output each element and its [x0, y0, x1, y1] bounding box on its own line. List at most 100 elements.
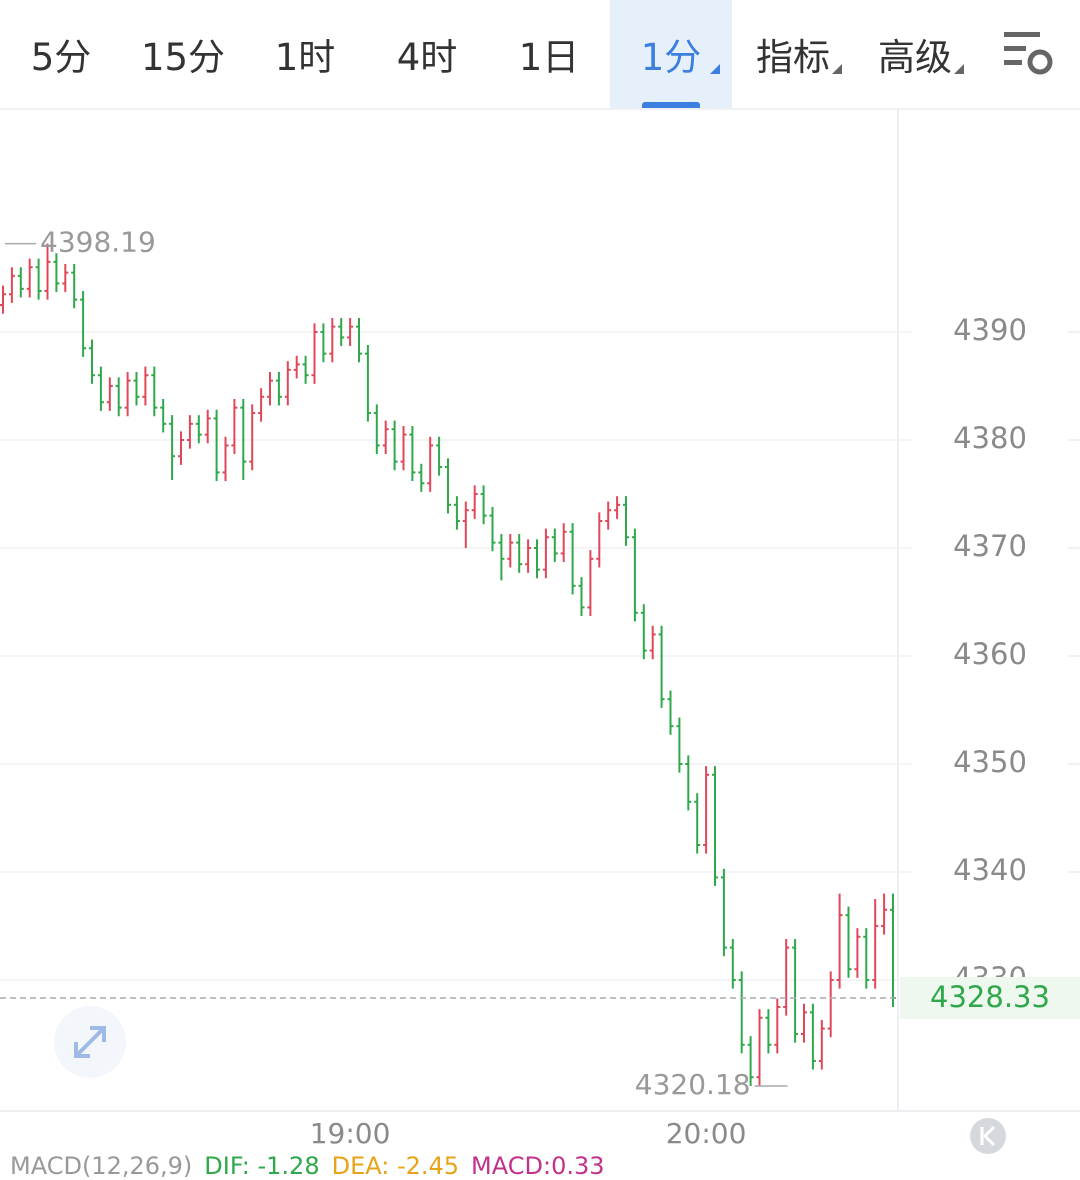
ohlc-bar — [685, 755, 692, 811]
x-tick-label: 20:00 — [666, 1117, 747, 1150]
ohlc-bar — [676, 717, 683, 773]
ohlc-bar — [525, 539, 532, 573]
y-tick-label: 4390 — [953, 313, 1027, 347]
ohlc-bar — [596, 512, 603, 568]
ohlc-bar — [418, 463, 425, 492]
ohlc-bar — [605, 501, 612, 530]
y-tick-label: 4370 — [953, 529, 1027, 563]
ohlc-bar — [890, 893, 896, 1007]
ohlc-bar — [284, 361, 291, 406]
timeframe-tab[interactable]: 1分 — [610, 0, 732, 108]
ohlc-bar — [614, 496, 621, 519]
ohlc-bar — [809, 1003, 816, 1070]
ohlc-bar — [542, 528, 549, 579]
ohlc-bar — [35, 258, 42, 300]
ohlc-bar — [471, 485, 478, 519]
settings-icon[interactable] — [998, 26, 1068, 86]
ohlc-bar — [391, 420, 398, 471]
ohlc-bar — [80, 290, 87, 357]
last-price-label: 4328.33 — [930, 980, 1050, 1014]
ohlc-bar — [827, 971, 834, 1038]
ohlc-bar — [8, 267, 15, 303]
ohlc-bar — [703, 766, 710, 854]
ohlc-bar — [89, 339, 95, 384]
ohlc-bar — [774, 998, 781, 1054]
grid: 4330434043504360437043804390 — [0, 313, 1080, 995]
ohlc-bar — [347, 317, 354, 347]
ohlc-bar — [427, 436, 434, 492]
min-label: 4320.18 — [635, 1068, 751, 1101]
ohlc-bar — [480, 485, 487, 525]
ohlc-bar — [631, 528, 638, 622]
ohlc-bar — [151, 366, 158, 417]
timeframe-tab[interactable]: 1时 — [274, 36, 336, 79]
ohlc-bar — [881, 893, 888, 935]
icon-gear — [1027, 49, 1053, 75]
rewind-bg — [970, 1118, 1006, 1154]
ohlc-bar — [649, 625, 656, 660]
timeframe-tab[interactable]: 指标 — [732, 0, 854, 108]
indicator-value: MACD:0.33 — [471, 1152, 605, 1180]
ohlc-bar — [356, 317, 362, 363]
ohlc-bar — [213, 409, 220, 482]
ohlc-bar — [178, 431, 184, 465]
ohlc-bar — [26, 258, 33, 298]
timeframe-tab[interactable]: 高级 — [854, 0, 976, 108]
ohlc-bar — [293, 355, 300, 379]
indicator-value: MACD(12,26,9) — [10, 1152, 193, 1180]
ohlc-bar — [53, 253, 60, 293]
ohlc-bar — [818, 1019, 825, 1070]
ohlc-bar — [17, 267, 24, 298]
ohlc-bar — [231, 398, 238, 455]
ohlc-bar — [186, 415, 193, 449]
ohlc-bar — [62, 263, 69, 293]
timeframe-tab[interactable]: 1日 — [518, 36, 580, 79]
ohlc-bar — [400, 425, 407, 471]
expand-icon — [74, 1026, 106, 1058]
ohlc-bar — [587, 550, 594, 617]
icon-bar — [1004, 60, 1022, 65]
ohlc-bar — [320, 323, 327, 363]
ohlc-bar — [329, 317, 336, 363]
ohlc-bar — [160, 398, 167, 433]
timeframe-tab[interactable]: 4时 — [396, 36, 458, 79]
ohlc-bar — [792, 938, 799, 1043]
ohlc-bar — [204, 409, 211, 444]
rewind-icon — [980, 1125, 996, 1147]
ohlc-bar — [195, 415, 202, 444]
rewind-button[interactable] — [970, 1118, 1006, 1154]
timeframe-tab[interactable]: 5分 — [30, 36, 92, 79]
ohlc-bar — [658, 625, 665, 708]
ohlc-bar — [275, 371, 282, 406]
ohlc-bar — [462, 501, 469, 549]
ohlc-bar — [836, 893, 843, 989]
ohlc-bar — [569, 523, 576, 595]
ohlc-bar — [169, 415, 176, 480]
toolbar: 5分 15分 1时 4时 1日 1分 指标 高级 — [0, 0, 1080, 110]
ohlc-bar — [436, 436, 443, 476]
ohlc-bar — [534, 539, 540, 579]
ohlc-bar — [489, 506, 496, 552]
icon-bar — [1004, 46, 1026, 51]
ohlc-bar — [854, 928, 861, 978]
ohlc-bar — [364, 344, 371, 422]
ohlc-bar — [507, 533, 514, 568]
ohlc-bar — [578, 577, 585, 617]
ohlc-bar — [445, 458, 451, 514]
ohlc-bar — [453, 496, 460, 530]
bars — [0, 243, 896, 1087]
ohlc-bar — [373, 404, 380, 455]
ohlc-bar — [267, 371, 273, 406]
ohlc-bar — [124, 371, 131, 417]
timeframe-tab[interactable]: 15分 — [140, 36, 226, 79]
indicator-value: DEA: -2.45 — [331, 1152, 460, 1180]
last-price-box — [900, 977, 1080, 1020]
icon-bar — [1004, 32, 1040, 37]
y-tick-label: 4340 — [953, 853, 1027, 887]
y-tick-label: 4350 — [953, 745, 1027, 779]
ohlc-bar — [551, 528, 558, 563]
indicator-value: DIF: -1.28 — [204, 1152, 320, 1180]
expand-button[interactable] — [54, 1006, 126, 1078]
